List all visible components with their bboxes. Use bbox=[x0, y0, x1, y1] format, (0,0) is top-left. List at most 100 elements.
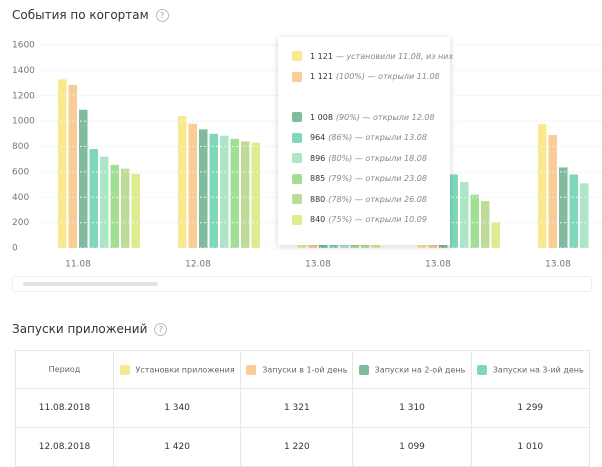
tooltip: 1 121— установили 11.08, из них 1 121 (100… bbox=[278, 37, 454, 245]
scrollbar[interactable] bbox=[12, 276, 592, 292]
bar bbox=[100, 156, 109, 248]
swatch bbox=[358, 364, 369, 375]
table-cell: 1 220 bbox=[240, 427, 354, 467]
header-row: Период Установки приложения Запуски в 1-ой… bbox=[15, 350, 591, 389]
bar bbox=[58, 79, 67, 248]
table-cell: 1 321 bbox=[240, 388, 354, 428]
tooltip-text: (86%) — открыли 13.08 bbox=[328, 133, 427, 142]
tooltip-row: 885 (79%) — открыли 23.08 bbox=[292, 173, 427, 184]
tooltip-value: 964 bbox=[310, 133, 326, 142]
header-cell: Период bbox=[15, 350, 114, 389]
x-tick-label: 13.08 bbox=[425, 260, 451, 270]
x-tick-label: 12.08 bbox=[185, 260, 211, 270]
bar bbox=[230, 138, 239, 248]
tooltip-text: (90%) — открыли 12.08 bbox=[335, 112, 435, 122]
table-cell: 1 010 bbox=[470, 427, 591, 467]
bar bbox=[241, 141, 250, 248]
table-cell: 1 099 bbox=[352, 427, 472, 467]
table-cell: 11.08.2018 bbox=[15, 388, 114, 428]
swatch bbox=[292, 153, 302, 163]
swatch bbox=[119, 364, 130, 375]
swatch bbox=[292, 112, 302, 122]
y-tick-label: 0 bbox=[12, 244, 18, 254]
bar bbox=[131, 173, 140, 248]
x-tick-label: 13.08 bbox=[305, 260, 331, 270]
tooltip-text: (100%) — открыли 11.08 bbox=[335, 72, 440, 81]
bar bbox=[121, 168, 130, 248]
table-cell: 1 420 bbox=[112, 427, 242, 467]
bar bbox=[460, 182, 469, 248]
table-heading: Запуски приложений? bbox=[12, 322, 168, 336]
table-row: 12.08.2018 1 420 1 220 1 099 1 010 bbox=[15, 427, 591, 467]
tooltip-value: 880 bbox=[310, 194, 326, 204]
y-tick-label: 1200 bbox=[12, 91, 35, 101]
tooltip-value: 896 bbox=[310, 153, 326, 163]
bar bbox=[470, 194, 479, 248]
bar bbox=[178, 116, 187, 248]
table-cell: 1 299 bbox=[470, 388, 591, 428]
table-cell: 12.08.2018 bbox=[15, 427, 114, 467]
bar bbox=[569, 174, 578, 248]
y-tick-label: 600 bbox=[12, 167, 29, 177]
tooltip-value: 1 008 bbox=[310, 112, 333, 122]
chart-title: События по когортам bbox=[12, 8, 149, 22]
y-tick-label: 800 bbox=[12, 142, 29, 152]
bar bbox=[481, 201, 490, 248]
bar bbox=[251, 142, 260, 248]
header-cell: Запуски на 2-ой день bbox=[352, 350, 472, 389]
y-tick-label: 1400 bbox=[12, 66, 35, 76]
bar bbox=[209, 133, 218, 248]
table-cell: 1 310 bbox=[352, 388, 472, 428]
header-text: Установки приложения bbox=[135, 365, 235, 374]
header-text: Период bbox=[48, 365, 81, 374]
bar bbox=[89, 149, 98, 248]
bar bbox=[491, 221, 500, 248]
tooltip-text: — установили 11.08, из них bbox=[335, 51, 454, 61]
header-cell: Запуски в 1-ой день bbox=[240, 350, 354, 389]
table-cell: 1 340 bbox=[112, 388, 242, 428]
x-tick-label: 13.08 bbox=[545, 260, 571, 270]
tooltip-value: 1 121 bbox=[310, 72, 333, 81]
help-icon[interactable]: ? bbox=[155, 9, 169, 22]
bar bbox=[110, 164, 119, 248]
x-tick-label: 11.08 bbox=[65, 260, 91, 270]
header-text: Запуски на 3-ий день bbox=[492, 365, 584, 374]
tooltip-row: 1 008 (90%) — открыли 12.08 bbox=[292, 112, 435, 122]
tooltip-text: (79%) — открыли 23.08 bbox=[328, 174, 427, 183]
tooltip-row: 880 (78%) — открыли 26.08 bbox=[292, 194, 427, 204]
header-cell: Установки приложения bbox=[112, 350, 242, 389]
y-tick-label: 400 bbox=[12, 193, 29, 203]
bar bbox=[538, 124, 547, 248]
tooltip-value: 1 121 bbox=[310, 51, 333, 61]
table-row: 11.08.2018 1 340 1 321 1 310 1 299 bbox=[15, 388, 591, 428]
swatch bbox=[292, 51, 302, 61]
swatch bbox=[292, 132, 302, 143]
tooltip-row: 840 (75%) — открыли 10.09 bbox=[292, 214, 427, 225]
bar bbox=[580, 183, 589, 248]
swatch bbox=[292, 173, 302, 184]
tooltip-value: 840 bbox=[310, 215, 326, 224]
swatch bbox=[292, 214, 302, 225]
tooltip-value: 885 bbox=[310, 174, 326, 183]
bar bbox=[188, 123, 197, 248]
swatch bbox=[292, 194, 302, 204]
tooltip-text: (80%) — открыли 18.08 bbox=[328, 153, 427, 163]
tooltip-row: 1 121 (100%) — открыли 11.08 bbox=[292, 71, 440, 82]
bar bbox=[559, 167, 568, 248]
bar bbox=[79, 109, 88, 248]
swatch bbox=[292, 71, 302, 82]
chart-heading: События по когортам? bbox=[12, 8, 169, 22]
tooltip-text: (78%) — открыли 26.08 bbox=[328, 194, 427, 204]
tooltip-row: 896 (80%) — открыли 18.08 bbox=[292, 153, 427, 163]
swatch bbox=[246, 364, 257, 375]
scroll-thumb[interactable] bbox=[23, 282, 158, 286]
tooltip-row: 964 (86%) — открыли 13.08 bbox=[292, 132, 427, 143]
help-icon[interactable]: ? bbox=[154, 323, 168, 336]
tooltip-text: (75%) — открыли 10.09 bbox=[328, 215, 427, 224]
bar bbox=[548, 135, 557, 248]
swatch bbox=[476, 364, 487, 375]
y-tick-label: 200 bbox=[12, 218, 29, 228]
bar bbox=[68, 84, 77, 248]
y-tick-label: 1600 bbox=[12, 41, 35, 51]
